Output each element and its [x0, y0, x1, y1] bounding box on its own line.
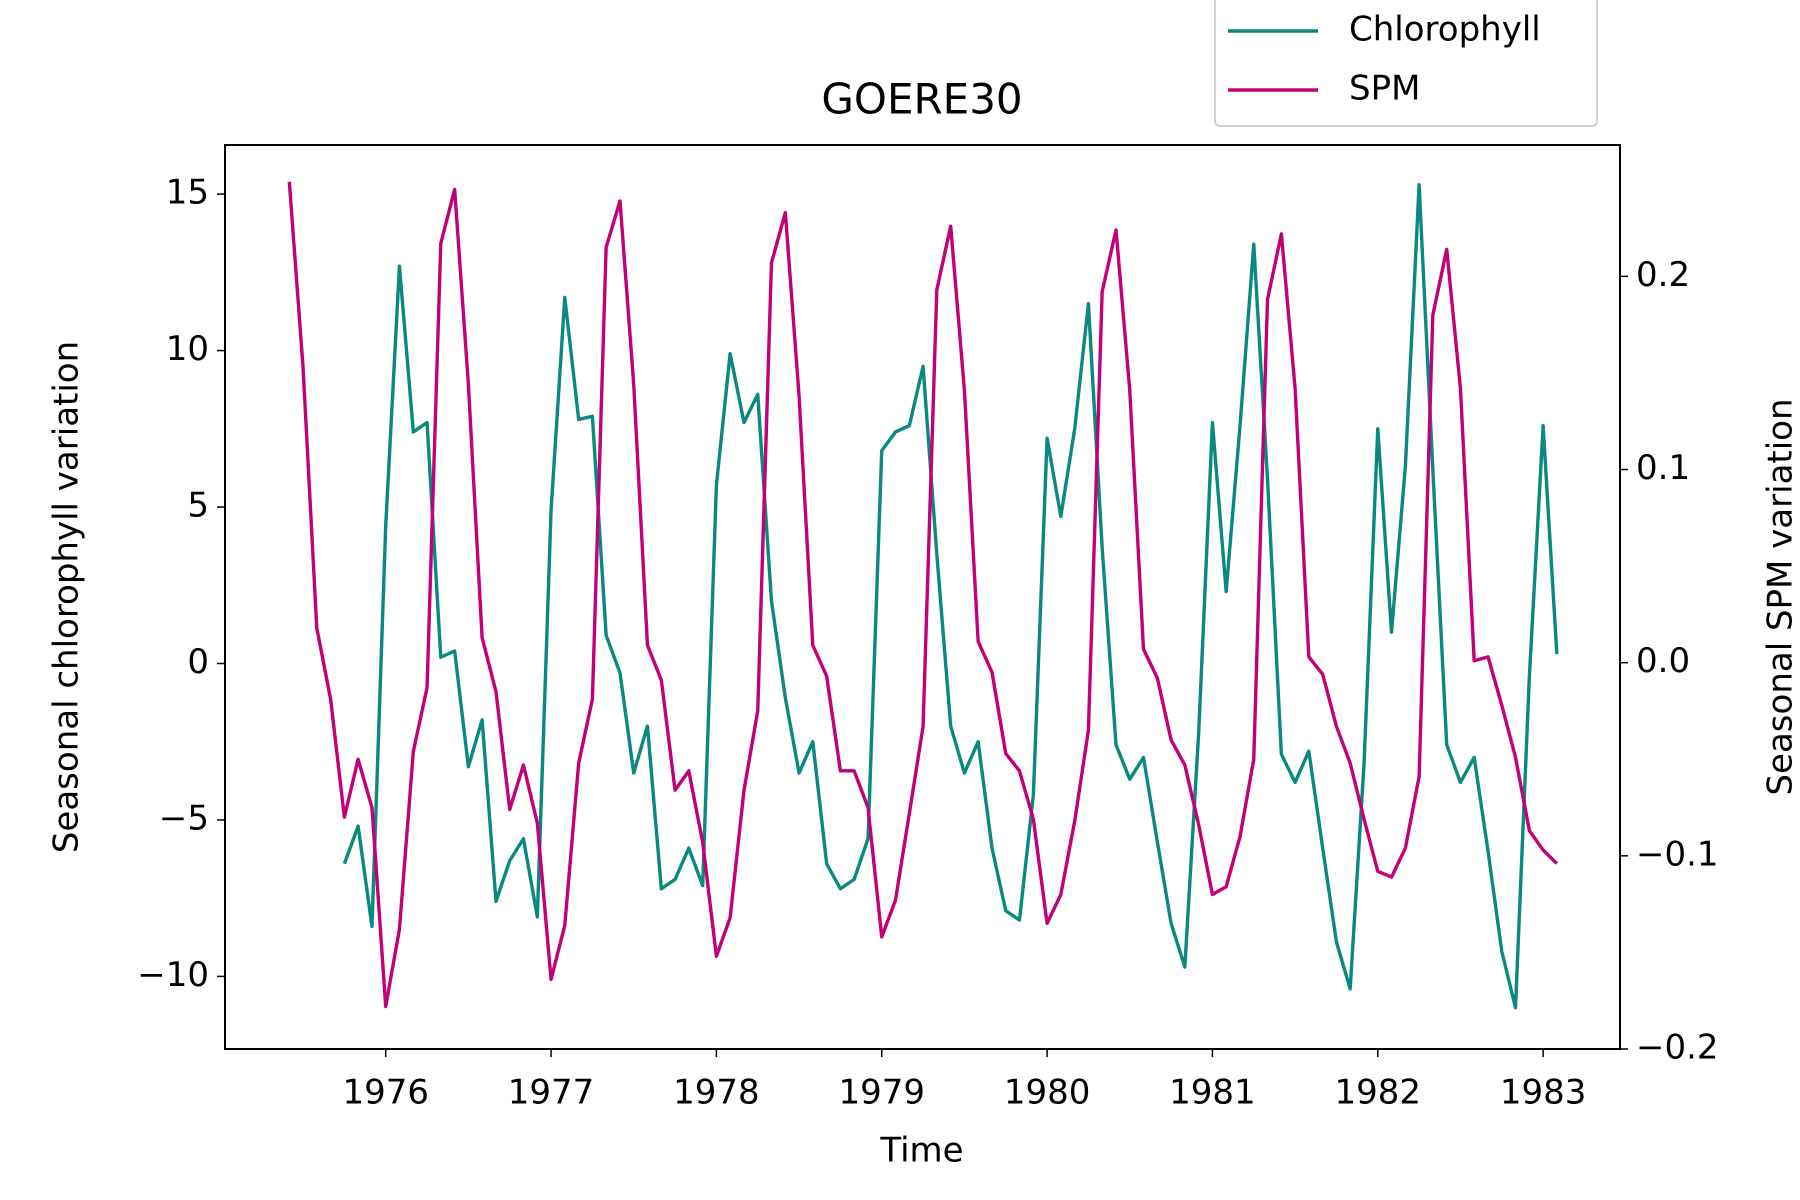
x-tick-label: 1976 [342, 1073, 429, 1113]
series-line [342, 183, 1559, 1010]
x-tick-label: 1978 [673, 1073, 760, 1113]
x-axis-label: Time [879, 1131, 963, 1171]
chart-title: GOERE30 [821, 75, 1022, 124]
y-tick-label: −10 [137, 955, 209, 995]
x-tick-label: 1983 [1500, 1073, 1587, 1113]
y2-tick-label: −0.1 [1636, 834, 1719, 874]
legend-label: SPM [1349, 69, 1420, 109]
x-tick-label: 1981 [1169, 1073, 1256, 1113]
y-tick-label: 0 [187, 642, 209, 682]
x-tick-label: 1979 [838, 1073, 925, 1113]
y-tick-label: −5 [159, 798, 209, 838]
x-tick-label: 1982 [1335, 1073, 1422, 1113]
y-axis-label: Seasonal chlorophyll variation [47, 341, 87, 853]
y-tick-label: 5 [187, 486, 209, 526]
legend: Chlorophyll SPM [1214, 0, 1598, 127]
y2-axis-label: Seasonal SPM variation [1761, 398, 1800, 795]
y2-tick-label: 0.2 [1636, 255, 1690, 295]
y-tick-label: 10 [166, 329, 209, 369]
x-tick-label: 1977 [508, 1073, 595, 1113]
plot-frame [224, 144, 1621, 1050]
series-line [287, 181, 1559, 1009]
y-tick-label: 15 [166, 173, 209, 213]
y2-tick-label: 0.1 [1636, 448, 1690, 488]
x-tick-label: 1980 [1004, 1073, 1091, 1113]
legend-label: Chlorophyll [1349, 10, 1541, 50]
y2-tick-label: −0.2 [1636, 1028, 1719, 1068]
y2-tick-label: 0.0 [1636, 641, 1690, 681]
